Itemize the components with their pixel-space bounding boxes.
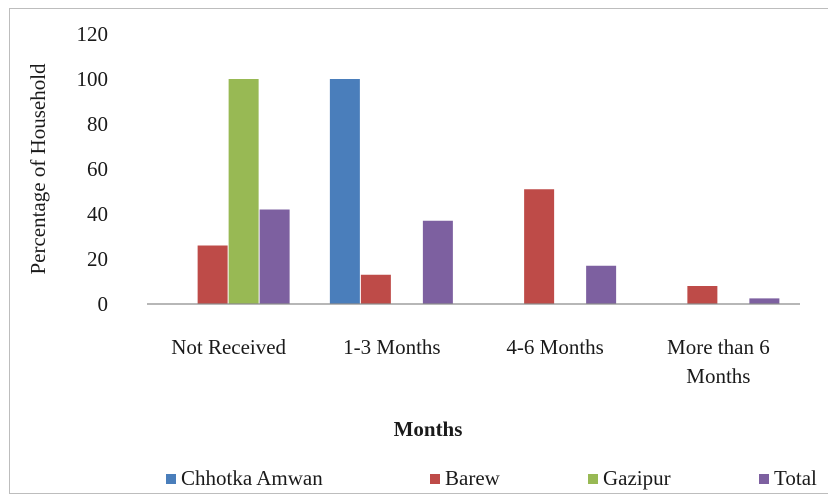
legend-swatch (166, 474, 176, 484)
chart-frame (9, 8, 828, 494)
legend-swatch (759, 474, 769, 484)
bar-chhotka-amwan (329, 79, 360, 304)
x-axis-title: Months (394, 417, 463, 441)
y-tick-label: 80 (87, 112, 108, 136)
bar-total (259, 209, 290, 304)
bar-total (749, 298, 780, 304)
legend-label: Chhotka Amwan (181, 466, 323, 490)
legend-label: Gazipur (603, 466, 671, 490)
y-tick-label: 120 (77, 22, 109, 46)
bar-gazipur (228, 79, 259, 304)
legend-label: Total (774, 466, 817, 490)
legend-swatch (588, 474, 598, 484)
x-tick-label: 4-6 Months (506, 335, 603, 359)
y-axis-ticks: 0 20 40 60 80 100 120 (77, 22, 109, 316)
x-tick-label: Months (686, 364, 750, 388)
bar-barew (524, 189, 555, 304)
y-tick-label: 20 (87, 247, 108, 271)
y-tick-label: 0 (98, 292, 109, 316)
x-tick-label: More than 6 (667, 335, 770, 359)
category-labels: Not Received 1-3 Months 4-6 Months More tha… (171, 335, 770, 388)
bar-barew (197, 245, 228, 304)
x-tick-label: 1-3 Months (343, 335, 440, 359)
bar-barew (360, 274, 391, 304)
y-tick-label: 40 (87, 202, 108, 226)
bar-barew (687, 286, 718, 304)
bar-total (586, 265, 617, 304)
y-tick-label: 100 (77, 67, 109, 91)
legend: Chhotka Amwan Barew Gazipur Total (166, 466, 817, 490)
bars (197, 79, 780, 304)
y-axis-title: Percentage of Household (26, 63, 50, 275)
bar-total (422, 220, 453, 304)
legend-swatch (430, 474, 440, 484)
legend-label: Barew (445, 466, 501, 490)
y-tick-label: 60 (87, 157, 108, 181)
x-tick-label: Not Received (171, 335, 286, 359)
